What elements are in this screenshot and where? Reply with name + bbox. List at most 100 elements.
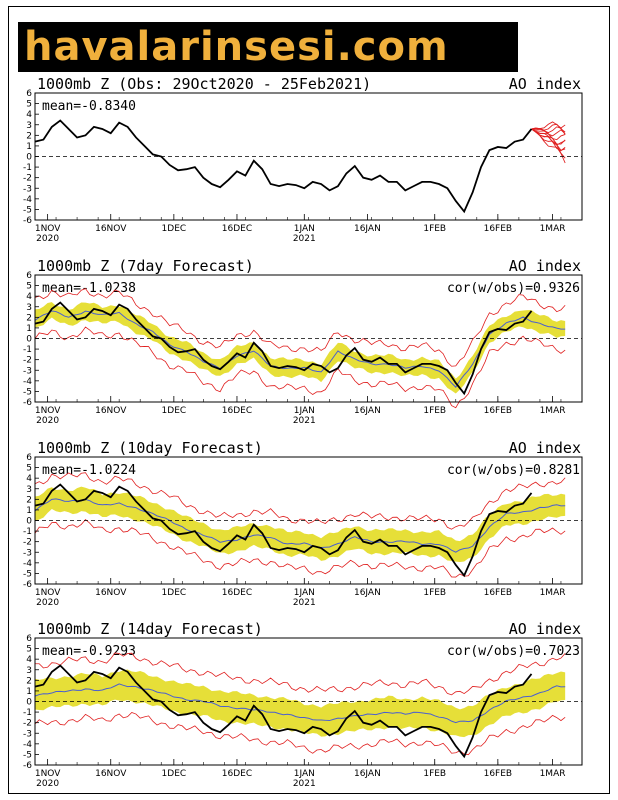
x-tick-label: 1NOV [35,224,61,234]
x-tick-label: 1NOV [35,588,61,598]
y-tick-label: 2 [26,495,32,505]
forecast-mean-line [34,498,566,553]
y-tick-label: -4 [23,377,32,387]
x-tick-year: 2020 [36,598,59,608]
y-tick-label: -5 [23,750,32,760]
y-tick-label: -6 [23,216,32,226]
x-tick-label: 1MAR [540,224,566,234]
y-tick-label: -6 [23,398,32,408]
observed-line [34,301,533,396]
y-tick-label: -2 [23,538,32,548]
ensemble-spread-band [35,669,566,738]
mean-label: mean=-0.9293 [42,644,136,659]
x-tick-label: 16NOV [95,769,127,779]
chart-panel-2: 1000mb Z (7day Forecast) AO indexmean=-1.… [23,257,583,426]
y-tick-label: 4 [26,655,32,665]
x-tick-label: 16JAN [354,406,381,416]
y-tick-label: 2 [26,676,32,686]
x-tick-year: 2021 [293,598,316,608]
y-tick-label: 4 [26,110,32,120]
x-tick-label: 1MAR [540,769,566,779]
y-tick-label: 0 [26,335,32,345]
y-tick-label: 0 [26,153,32,163]
y-tick-label: -1 [23,163,32,173]
y-tick-label: -4 [23,559,32,569]
y-tick-label: -3 [23,729,32,739]
chart-title: 1000mb Z (7day Forecast) [37,257,254,275]
y-tick-label: 6 [26,634,32,644]
y-tick-label: -2 [23,174,32,184]
y-tick-label: -6 [23,580,32,590]
y-tick-label: 0 [26,517,32,527]
x-tick-label: 16NOV [95,224,127,234]
index-label: AO index [509,439,581,457]
site-logo-text: havalarinsesi.com [24,24,449,70]
ensemble-spread-band [35,486,566,562]
y-tick-label: -1 [23,345,32,355]
y-tick-label: -3 [23,548,32,558]
y-tick-label: 2 [26,313,32,323]
y-tick-label: -4 [23,195,32,205]
observed-line [34,483,533,578]
index-label: AO index [509,75,581,93]
mean-label: mean=-0.8340 [42,99,136,114]
y-tick-label: 3 [26,121,32,131]
x-tick-year: 2020 [36,416,59,426]
y-tick-label: -6 [23,761,32,771]
correlation-label: cor(w/obs)=0.8281 [447,463,580,478]
y-tick-label: -1 [23,527,32,537]
y-tick-label: 1 [26,687,32,697]
x-tick-label: 16JAN [354,769,381,779]
ensemble-max-line [34,288,566,367]
x-tick-label: 1JAN [294,224,315,234]
index-label: AO index [509,620,581,638]
y-tick-label: 3 [26,485,32,495]
y-tick-label: -5 [23,205,32,215]
x-tick-label: 16DEC [222,588,252,598]
y-tick-label: 6 [26,271,32,281]
x-tick-year: 2021 [293,234,316,244]
forecast-member-line [531,121,566,130]
x-tick-year: 2021 [293,779,316,789]
y-tick-label: 1 [26,324,32,334]
index-label: AO index [509,257,581,275]
x-tick-year: 2020 [36,234,59,244]
x-tick-year: 2021 [293,416,316,426]
figure-frame [8,6,610,794]
correlation-label: cor(w/obs)=0.9326 [447,281,580,296]
x-tick-label: 1FEB [423,769,446,779]
chart-panel-1: 1000mb Z (Obs: 29Oct2020 - 25Feb2021) AO … [23,75,583,244]
y-tick-label: 4 [26,474,32,484]
y-tick-label: 5 [26,100,32,110]
chart-panel-4: 1000mb Z (14day Forecast) AO index mean=-0… [23,620,583,789]
y-tick-label: 5 [26,645,32,655]
x-tick-label: 1FEB [423,406,446,416]
y-tick-label: 1 [26,506,32,516]
chart-title: 1000mb Z (10day Forecast) [37,439,263,457]
ensemble-min-line [34,519,566,578]
y-tick-label: 0 [26,698,32,708]
forecast-mean-line [34,310,566,388]
ensemble-min-line [34,326,566,409]
y-tick-label: -3 [23,184,32,194]
x-tick-label: 1DEC [162,224,187,234]
site-logo: havalarinsesi.com [18,22,518,72]
x-tick-label: 16FEB [484,588,513,598]
x-tick-label: 1JAN [294,769,315,779]
forecast-member-line [531,128,566,137]
forecast-mean-line [34,683,566,724]
x-tick-label: 1FEB [423,588,446,598]
y-tick-label: 2 [26,131,32,141]
y-tick-label: 6 [26,453,32,463]
x-tick-label: 1DEC [162,406,187,416]
x-tick-label: 16FEB [484,769,513,779]
x-tick-label: 1NOV [35,406,61,416]
mean-label: mean=-1.0224 [42,463,136,478]
ensemble-max-line [34,472,566,530]
observed-line [34,664,533,759]
y-tick-label: 5 [26,464,32,474]
x-tick-label: 1JAN [294,588,315,598]
y-tick-label: -2 [23,719,32,729]
y-tick-label: 3 [26,666,32,676]
